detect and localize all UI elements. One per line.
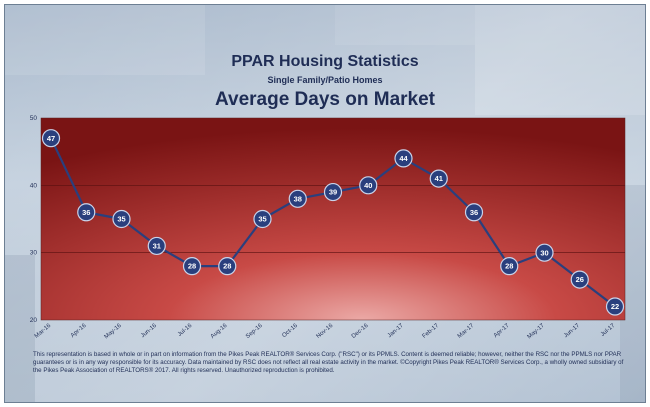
data-label: 28	[505, 262, 513, 271]
data-label: 36	[470, 208, 478, 217]
data-point-marker	[570, 270, 589, 289]
x-tick-label: Aug-16	[210, 323, 229, 340]
x-tick-label: Feb-17	[422, 323, 441, 340]
data-point-marker	[112, 209, 131, 229]
x-tick-label: Oct-16	[281, 323, 299, 340]
data-label: 28	[188, 262, 196, 271]
x-tick-label: Jun-17	[563, 323, 581, 340]
background-tile	[335, 5, 475, 45]
x-tick-label: Apr-17	[493, 323, 511, 340]
data-label: 22	[611, 302, 619, 311]
background-tile	[475, 5, 645, 115]
data-point-marker	[500, 257, 519, 276]
data-label: 31	[153, 242, 161, 251]
data-point-marker	[359, 176, 378, 195]
data-label: 35	[258, 215, 266, 224]
chart-title: PPAR Housing Statistics	[231, 53, 419, 70]
x-tick-label: Sep-16	[245, 323, 264, 340]
data-point-marker	[253, 209, 272, 229]
data-label: 35	[117, 215, 125, 224]
data-point-marker	[218, 257, 237, 276]
x-tick-label: Dec-16	[351, 323, 370, 340]
data-point-marker	[605, 297, 625, 316]
data-point-marker	[77, 203, 96, 222]
chart-heading: Average Days on Market	[214, 89, 435, 110]
x-tick-label: Jul-16	[177, 323, 194, 339]
y-tick-label: 20	[30, 317, 38, 324]
data-label: 40	[364, 181, 372, 190]
data-point-marker	[182, 257, 202, 276]
data-label: 41	[435, 174, 443, 183]
data-point-marker	[323, 182, 343, 202]
data-label: 30	[540, 248, 548, 257]
x-tick-label: Jul-17	[600, 323, 617, 339]
data-point-marker	[429, 169, 448, 188]
data-label: 26	[576, 275, 584, 284]
x-tick-label: May-16	[104, 323, 124, 341]
y-tick-label: 30	[30, 250, 38, 257]
data-point-marker	[41, 129, 61, 148]
background-tile	[5, 255, 35, 402]
x-tick-label: Mar-17	[457, 323, 476, 340]
x-tick-label: Apr-16	[70, 323, 88, 340]
data-label: 36	[82, 208, 90, 217]
chart-frame: PPAR Housing Statistics Single Family/Pa…	[4, 4, 646, 403]
data-point-marker	[464, 203, 484, 222]
data-label: 44	[399, 154, 408, 163]
data-label: 28	[223, 262, 231, 271]
x-tick-label: Jan-17	[387, 323, 405, 340]
x-tick-label: Nov-16	[316, 323, 335, 340]
y-tick-label: 50	[30, 115, 38, 122]
data-label: 38	[294, 194, 302, 203]
data-label: 47	[47, 134, 55, 143]
chart-subtitle: Single Family/Patio Homes	[267, 75, 383, 85]
plot-area	[40, 117, 626, 321]
disclaimer-text: This representation is based in whole or…	[33, 351, 624, 375]
x-tick-label: May-17	[527, 323, 547, 341]
data-point-marker	[394, 149, 413, 168]
data-point-marker	[147, 236, 166, 256]
data-label: 39	[329, 188, 337, 197]
y-tick-label: 40	[30, 182, 38, 189]
x-tick-label: Mar-16	[34, 323, 53, 340]
data-point-marker	[288, 189, 307, 208]
line-chart: 20 30 40 50 Mar-16 Apr-16 May-16 Jun-16 Jul-16 A…	[30, 115, 626, 341]
x-tick-label: Jun-16	[140, 323, 158, 340]
data-point-marker	[535, 243, 554, 262]
background-tile	[5, 5, 205, 75]
